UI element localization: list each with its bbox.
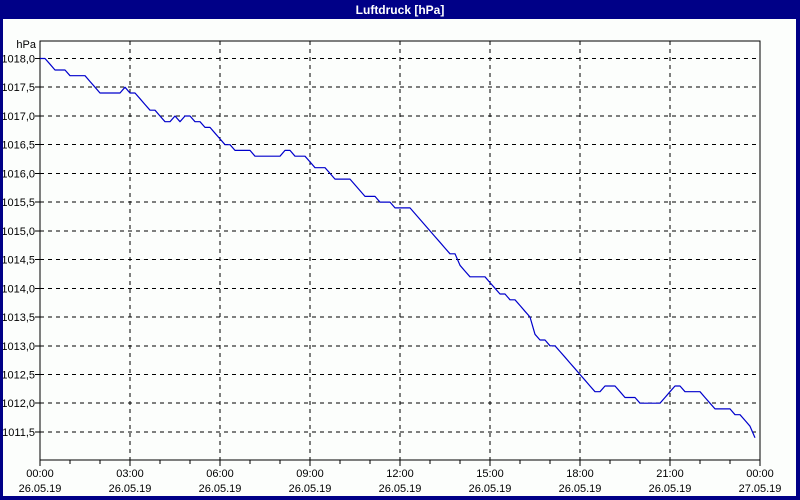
y-tick-label: 1013,0 [3,341,35,353]
y-tick-label: 1013,5 [3,312,35,324]
y-tick-label: 1014,5 [3,255,35,267]
x-tick-time-label: 06:00 [206,468,234,480]
y-tick-label: 1011,5 [3,427,35,439]
y-tick-label: 1017,5 [3,82,35,94]
x-tick-date-label: 26.05.19 [19,483,62,495]
y-tick-label: 1015,0 [3,226,35,238]
x-tick-date-label: 26.05.19 [559,483,602,495]
pressure-chart: 1018,0 1017,5 1017,0 1016,5 1016,0 1015,5 1015… [3,39,782,495]
plot-frame [39,40,761,461]
y-tick-label: 1012,5 [3,369,35,381]
x-tick-date-label: 26.05.19 [109,483,152,495]
x-tick-date-label: 26.05.19 [199,483,242,495]
x-tick-time-label: 15:00 [476,468,504,480]
x-tick-time-label: 09:00 [296,468,324,480]
x-tick-time-label: 03:00 [116,468,144,480]
y-axis-unit-label: hPa [16,39,36,51]
x-tick-date-label: 27.05.19 [739,483,782,495]
x-tick-date-label: 26.05.19 [649,483,692,495]
y-tick-label: 1016,5 [3,140,35,152]
x-tick-time-label: 00:00 [26,468,54,480]
y-tick-label: 1014,0 [3,283,35,295]
x-tick-date-label: 26.05.19 [289,483,332,495]
y-tick-label: 1016,0 [3,168,35,180]
x-tick-date-label: 26.05.19 [469,483,512,495]
x-tick-date-label: 26.05.19 [379,483,422,495]
x-tick-time-label: 12:00 [386,468,414,480]
pressure-line [40,57,756,438]
x-tick-time-label: 21:00 [656,468,684,480]
x-tick-time-label: 00:00 [746,468,774,480]
window-title: Luftdruck [hPa] [355,3,445,17]
y-tick-label: 1012,0 [3,398,35,410]
y-tick-label: 1017,0 [3,111,35,123]
y-tick-label: 1018,0 [3,54,35,66]
x-tick-time-label: 18:00 [566,468,594,480]
y-tick-label: 1015,5 [3,197,35,209]
window-titlebar[interactable]: Luftdruck [hPa] [0,0,800,19]
chart-panel: 1018,0 1017,5 1017,0 1016,5 1016,0 1015,5 1015… [3,19,796,496]
